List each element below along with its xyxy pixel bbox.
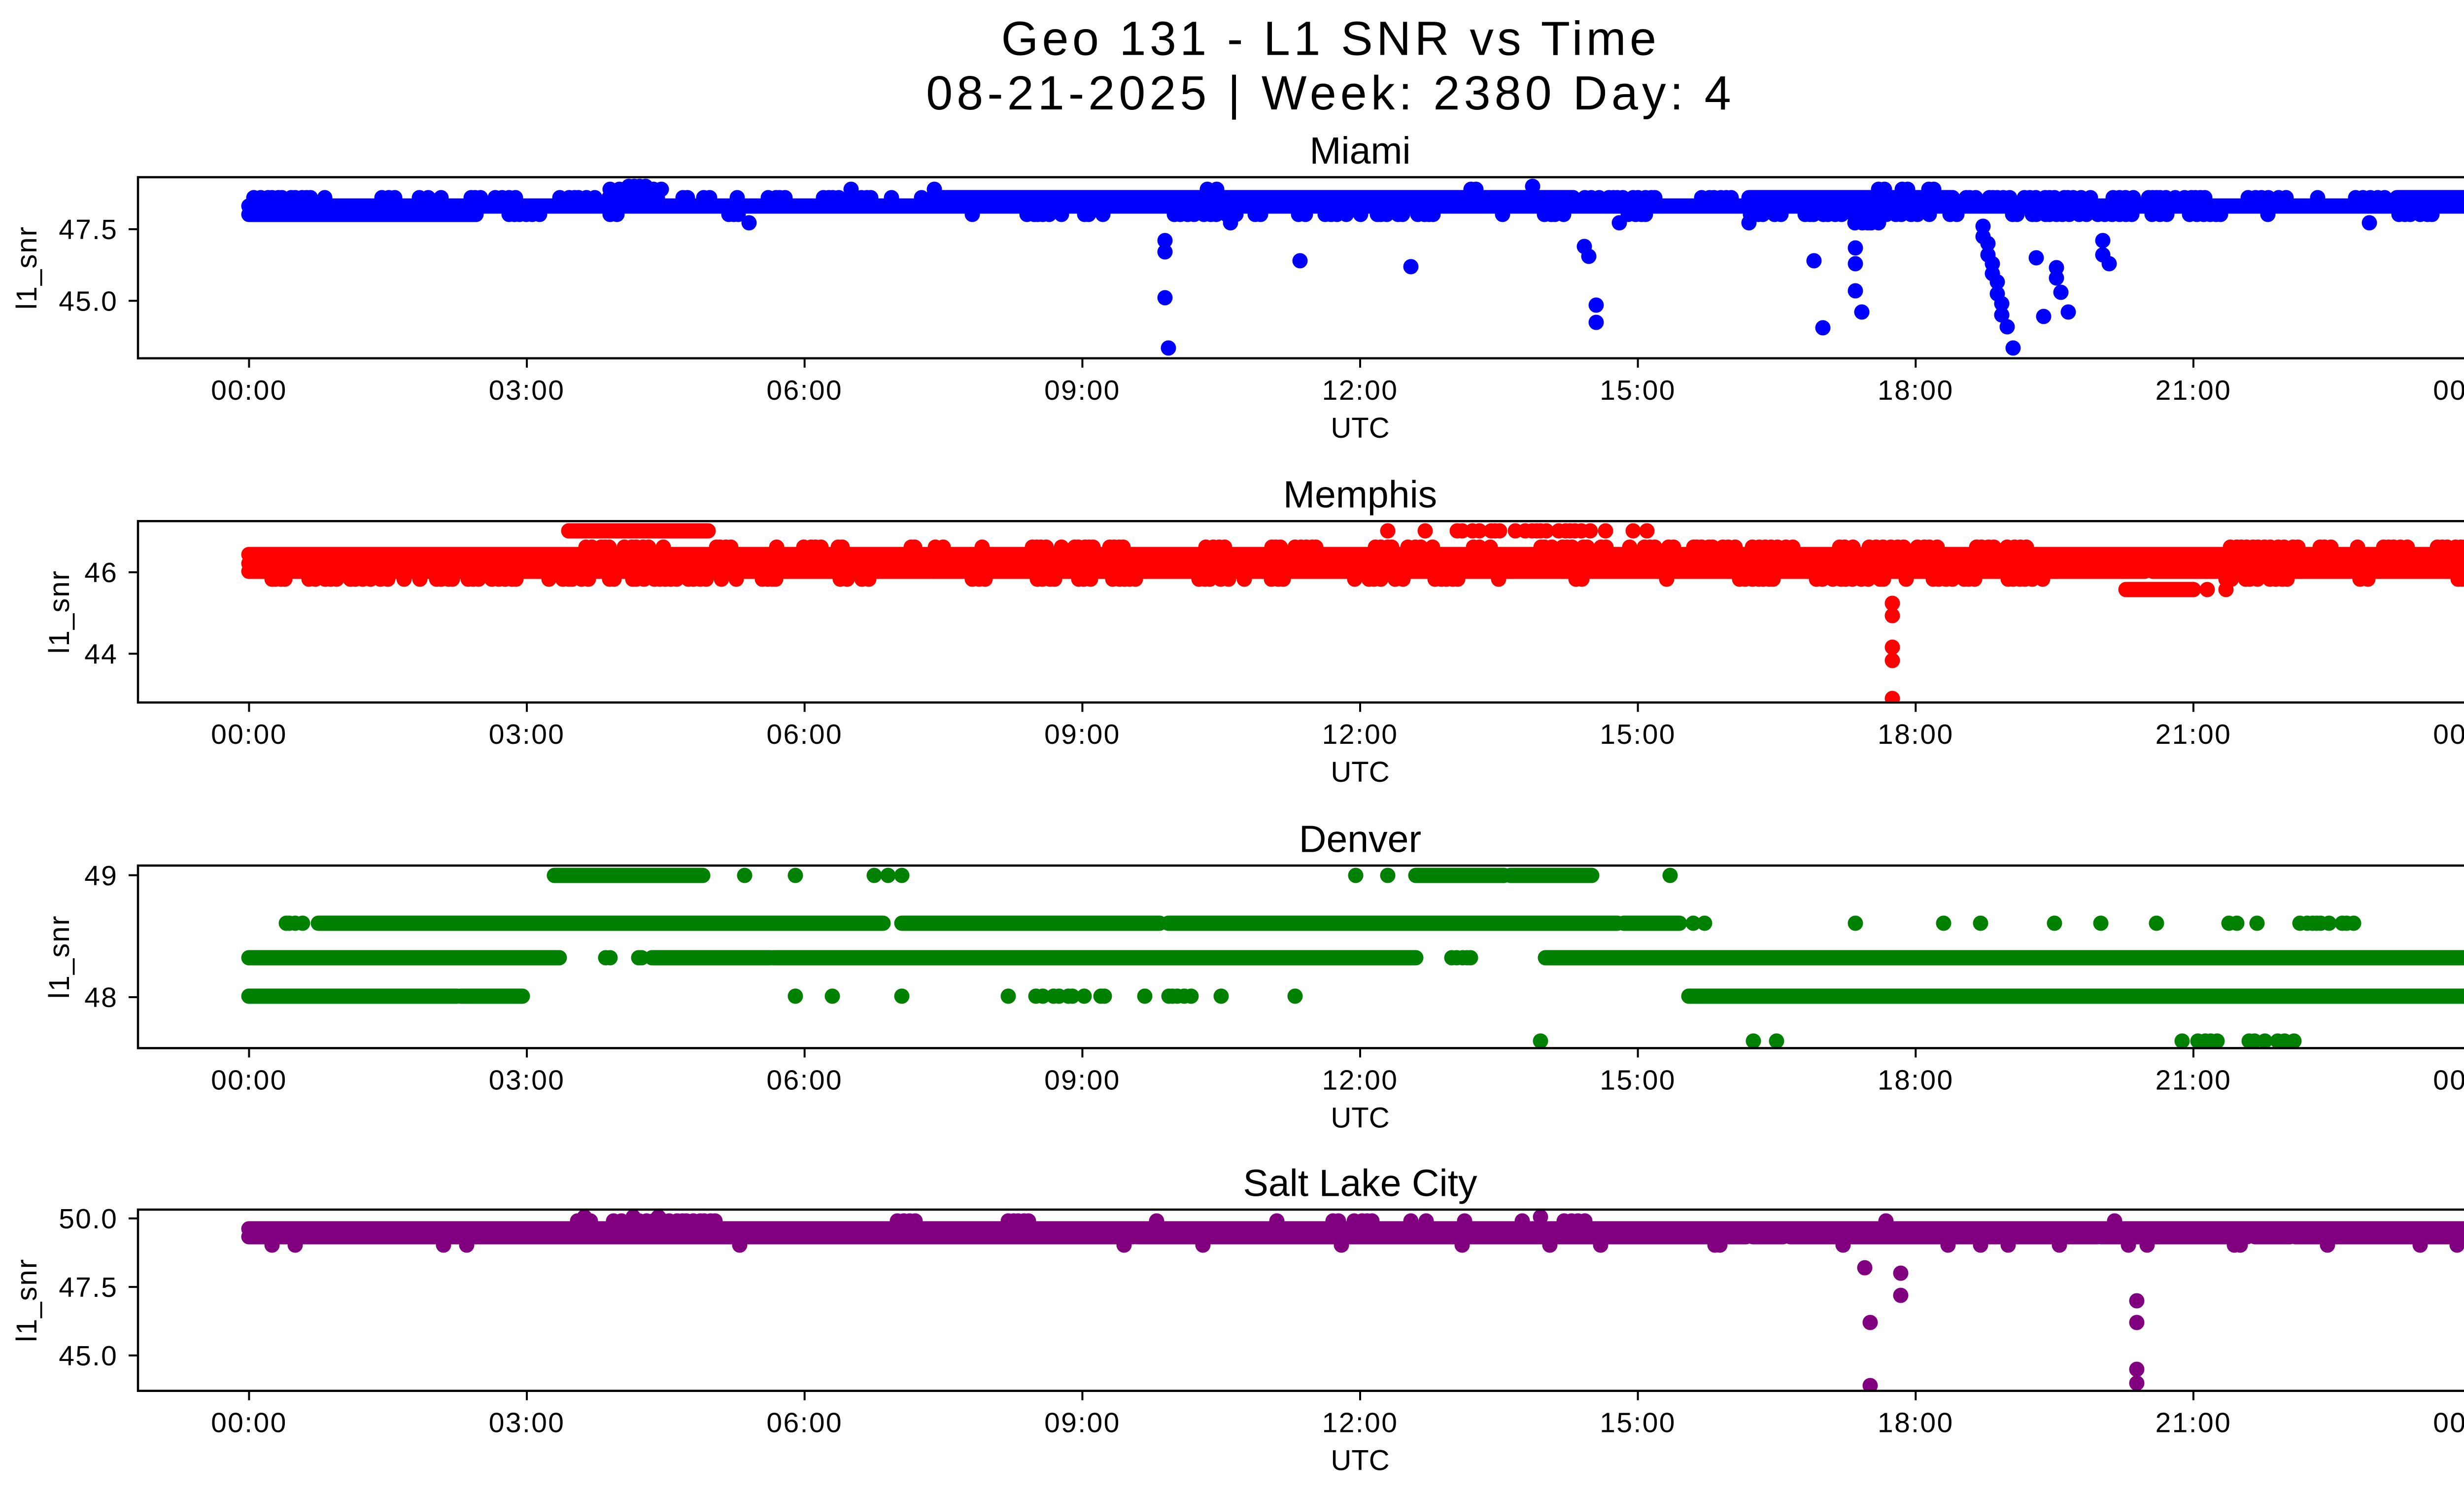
svg-text:Salt Lake City: Salt Lake City [1243,1162,1477,1205]
svg-text:21:00: 21:00 [2156,1407,2232,1439]
svg-text:18:00: 18:00 [1878,375,1954,406]
svg-text:Memphis: Memphis [1283,474,1437,516]
svg-text:l1_snr: l1_snr [43,570,75,654]
svg-text:21:00: 21:00 [2156,375,2232,406]
svg-text:l1_snr: l1_snr [11,226,43,310]
svg-text:UTC: UTC [1331,1102,1389,1134]
svg-text:06:00: 06:00 [766,719,843,750]
svg-text:15:00: 15:00 [1600,1407,1676,1439]
svg-text:Denver: Denver [1299,818,1421,861]
svg-text:18:00: 18:00 [1878,1407,1954,1439]
svg-text:00:00: 00:00 [2433,1064,2464,1096]
svg-text:47.5: 47.5 [59,214,118,245]
svg-text:48: 48 [84,982,118,1013]
svg-text:50.0: 50.0 [59,1203,118,1235]
svg-text:18:00: 18:00 [1878,1064,1954,1096]
svg-text:09:00: 09:00 [1044,1064,1121,1096]
svg-text:12:00: 12:00 [1322,719,1399,750]
svg-text:06:00: 06:00 [766,1407,843,1439]
svg-text:Geo 131 - L1 SNR vs Time: Geo 131 - L1 SNR vs Time [1001,12,1660,66]
svg-text:08-21-2025 | Week: 2380 Day: 4: 08-21-2025 | Week: 2380 Day: 4 [926,66,1735,120]
svg-text:47.5: 47.5 [59,1272,118,1303]
svg-text:21:00: 21:00 [2156,1064,2232,1096]
svg-text:06:00: 06:00 [766,375,843,406]
svg-text:18:00: 18:00 [1878,719,1954,750]
svg-text:03:00: 03:00 [489,1064,565,1096]
svg-text:49: 49 [84,860,118,892]
svg-text:15:00: 15:00 [1600,719,1676,750]
svg-text:Miami: Miami [1309,130,1410,172]
svg-text:44: 44 [84,638,118,670]
svg-text:45.0: 45.0 [59,1340,118,1372]
svg-text:45.0: 45.0 [59,286,118,317]
svg-text:46: 46 [84,557,118,589]
svg-text:l1_snr: l1_snr [43,915,75,999]
svg-text:l1_snr: l1_snr [11,1258,43,1342]
svg-text:00:00: 00:00 [2433,1407,2464,1439]
svg-text:00:00: 00:00 [2433,719,2464,750]
svg-text:21:00: 21:00 [2156,719,2232,750]
svg-text:00:00: 00:00 [211,1064,287,1096]
svg-text:09:00: 09:00 [1044,375,1121,406]
svg-text:15:00: 15:00 [1600,1064,1676,1096]
svg-text:12:00: 12:00 [1322,1064,1399,1096]
svg-text:00:00: 00:00 [211,1407,287,1439]
svg-text:12:00: 12:00 [1322,1407,1399,1439]
svg-text:UTC: UTC [1331,1445,1389,1477]
svg-text:12:00: 12:00 [1322,375,1399,406]
svg-text:00:00: 00:00 [211,375,287,406]
svg-text:03:00: 03:00 [489,719,565,750]
svg-text:06:00: 06:00 [766,1064,843,1096]
svg-text:UTC: UTC [1331,756,1389,788]
svg-text:09:00: 09:00 [1044,1407,1121,1439]
svg-text:00:00: 00:00 [211,719,287,750]
svg-text:UTC: UTC [1331,412,1389,444]
svg-text:09:00: 09:00 [1044,719,1121,750]
svg-text:00:00: 00:00 [2433,375,2464,406]
svg-text:15:00: 15:00 [1600,375,1676,406]
svg-text:03:00: 03:00 [489,1407,565,1439]
svg-text:03:00: 03:00 [489,375,565,406]
